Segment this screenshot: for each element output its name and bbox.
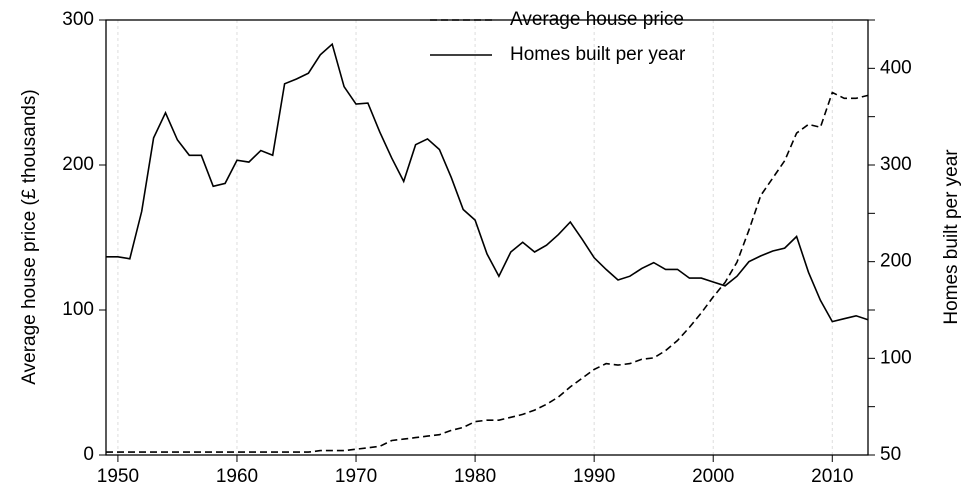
y2-tick-label: 200 [880,251,912,272]
x-tick-label: 2000 [692,466,734,487]
y2-tick-label: 100 [880,347,912,368]
series-line [106,91,869,453]
y-tick-label: 200 [62,154,94,175]
legend-label: Homes built per year [510,44,686,65]
legend-label: Average house price [510,9,684,30]
x-tick-label: 1950 [97,466,139,487]
y-axis-label: Average house price (£ thousands) [19,89,40,384]
series-line [106,42,869,323]
x-tick-label: 1960 [216,466,258,487]
plot-frame [105,19,869,456]
y2-axis-label: Homes built per year [941,149,962,325]
x-tick-label: 1990 [573,466,615,487]
y2-tick-label: 50 [880,444,901,465]
x-tick-label: 2010 [811,466,853,487]
x-tick-label: 1970 [335,466,377,487]
y-tick-label: 0 [83,444,94,465]
y2-tick-label: 300 [880,154,912,175]
y-tick-label: 100 [62,299,94,320]
x-tick-label: 1980 [454,466,496,487]
y2-tick-label: 400 [880,57,912,78]
y-tick-label: 300 [62,9,94,30]
